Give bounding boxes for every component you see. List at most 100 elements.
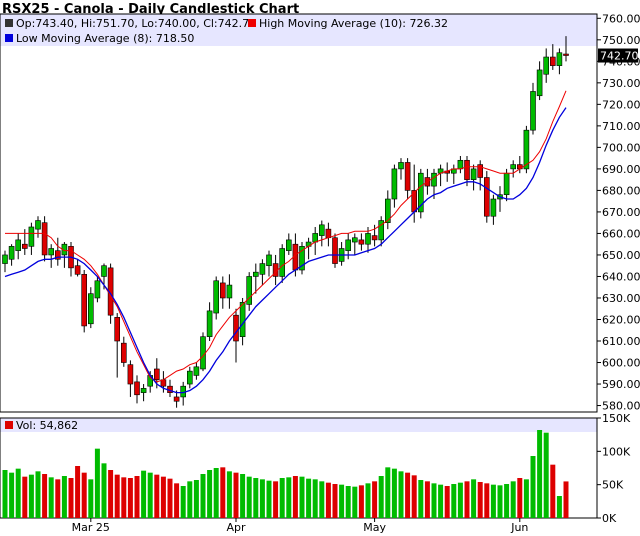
volume-bar (160, 476, 166, 518)
price-tick-label: 680.00 (602, 184, 640, 197)
candle-body (318, 224, 325, 236)
price-tick-label: 720.00 (602, 98, 640, 111)
candle-body (81, 274, 87, 327)
candle-body (253, 271, 259, 277)
volume-bar (22, 476, 28, 518)
month-label: Mar 25 (72, 521, 110, 534)
candle-body (28, 226, 35, 247)
volume-bar (147, 472, 153, 518)
candle-body (220, 282, 226, 299)
candle-body (48, 248, 55, 256)
candle-body (490, 198, 497, 217)
volume-bar (193, 480, 199, 518)
volume-bar (319, 481, 325, 518)
volume-bar (530, 456, 536, 518)
volume-bar (154, 474, 160, 518)
candles (2, 36, 569, 408)
volume-bar (339, 484, 345, 518)
volume-bar (101, 463, 107, 518)
volume-bar (114, 474, 120, 518)
volume-bar (273, 481, 279, 518)
volume-legend-swatch (5, 421, 13, 429)
volume-bar (385, 467, 391, 518)
candle-body (279, 248, 286, 277)
candle-body (417, 172, 424, 213)
volume-bar (451, 484, 457, 518)
candle-body (332, 237, 338, 264)
volume-bar (484, 483, 490, 518)
candle-body (2, 254, 8, 264)
volume-bar (127, 478, 133, 518)
volume-bar (444, 486, 450, 518)
volume-bar (345, 486, 351, 518)
volume-bar (372, 481, 378, 518)
candle-body (200, 336, 206, 370)
volume-bar (121, 477, 127, 518)
volume-bar (550, 464, 556, 518)
volume-bar (464, 481, 470, 518)
chart-title: RSX25 - Canola - Daily Candlestick Chart (2, 2, 299, 17)
volume-bar (15, 468, 21, 518)
price-axis: 580.00 590.00 600.00 610.00 620.00 630.00 640.… (597, 12, 640, 413)
price-tick-label: 670.00 (602, 206, 640, 219)
candle-body (233, 314, 239, 342)
price-tick-label: 650.00 (602, 249, 640, 262)
candle-body (259, 263, 266, 275)
candle-body (121, 342, 127, 363)
candle-body (325, 228, 332, 239)
month-label: Jun (510, 521, 528, 534)
volume-bar (187, 481, 193, 518)
candle-body (549, 56, 556, 66)
candle-body (206, 310, 213, 338)
candle-body (404, 162, 411, 191)
candle-body (285, 239, 292, 251)
candle-body (187, 370, 193, 385)
price-panel-frame (0, 13, 598, 413)
price-tick-label: 660.00 (602, 227, 640, 240)
high-ma-legend: High Moving Average (10): 726.32 (259, 17, 448, 30)
price-tick-label: 610.00 (602, 335, 640, 348)
candle-body (8, 246, 15, 260)
volume-bar (292, 476, 298, 518)
volume-bar (108, 470, 114, 518)
candle-body (193, 366, 200, 376)
candle-body (477, 164, 484, 178)
candle-body (74, 265, 81, 275)
volume-bar (259, 479, 265, 518)
volume-bar (68, 478, 74, 518)
candle-body (61, 243, 68, 256)
price-tick-label: 760.00 (602, 12, 640, 25)
volume-bar (543, 432, 549, 518)
volume-bar (94, 448, 100, 518)
volume-bar (81, 472, 87, 518)
candle-body (114, 317, 120, 342)
price-tick-label: 630.00 (602, 292, 640, 305)
price-tick-label: 620.00 (602, 313, 640, 326)
volume-bar (424, 481, 430, 518)
candle-body (213, 280, 219, 314)
volume-bar (497, 485, 503, 518)
volume-bar (266, 480, 272, 518)
price-tick-label: 580.00 (602, 400, 640, 413)
candle-body (503, 172, 510, 196)
price-panel: Op:743.40, Hi:751.70, Lo:740.00, Cl:742.… (0, 12, 640, 413)
candle-body (154, 368, 160, 381)
candle-body (21, 243, 28, 249)
volume-bar (61, 476, 67, 518)
candle-body (299, 246, 305, 271)
volume-bar (279, 478, 285, 518)
ohlc-legend-swatch (5, 19, 13, 27)
volume-bar (246, 476, 252, 518)
candle-body (398, 162, 404, 170)
volume-bar (471, 479, 477, 518)
candle-body (543, 56, 550, 75)
candle-body (365, 233, 371, 245)
volume-panel: Vol: 54,862 0K 50K 100K 150K (0, 412, 631, 525)
volume-bar (9, 472, 15, 518)
volume-bar (306, 478, 312, 518)
volume-bar (200, 474, 206, 518)
volume-bar (35, 471, 41, 518)
candle-body (351, 237, 358, 243)
low-ma-legend-swatch (5, 34, 13, 42)
